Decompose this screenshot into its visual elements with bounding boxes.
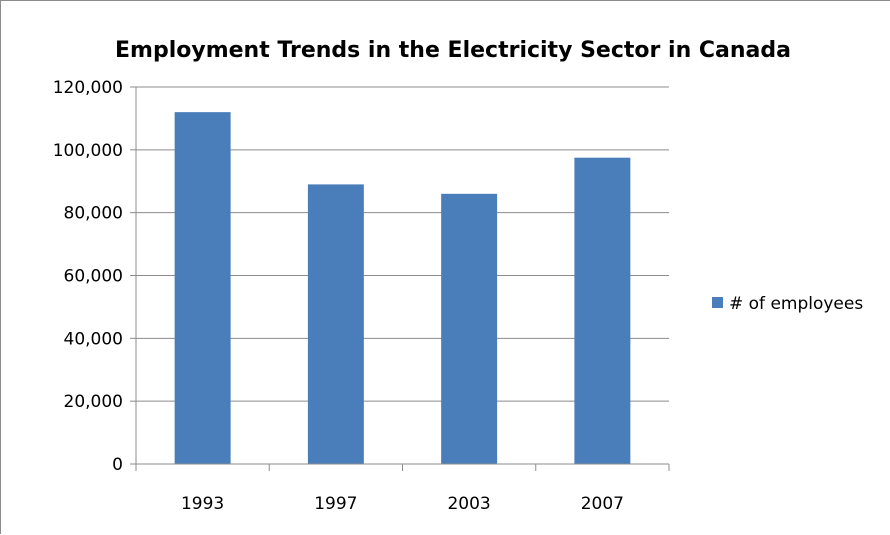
axes — [130, 86, 670, 471]
y-tick-label: 20,000 — [64, 392, 123, 412]
y-tick-labels: 0 20,000 40,000 60,000 80,000 100,000 120,000 — [53, 78, 123, 475]
y-tick-label: 80,000 — [64, 204, 123, 224]
y-tick-label: 100,000 — [53, 141, 123, 161]
x-tick-label: 1993 — [181, 494, 224, 514]
chart-title: Employment Trends in the Electricity Sec… — [115, 38, 791, 63]
bar-1997 — [307, 184, 364, 464]
bar-1993 — [174, 112, 231, 464]
y-tick-label: 40,000 — [64, 329, 123, 349]
legend-label: # of employees — [729, 294, 863, 314]
x-tick-label: 2007 — [581, 494, 624, 514]
bar-2007 — [574, 157, 631, 464]
bar-2003 — [441, 193, 498, 465]
bars — [174, 112, 631, 465]
x-tick-label: 2003 — [447, 494, 490, 514]
x-tick-labels: 1993 1997 2003 2007 — [181, 494, 624, 514]
y-tick-label: 60,000 — [64, 267, 123, 287]
y-tick-label: 0 — [112, 455, 123, 475]
y-tick-label: 120,000 — [53, 78, 123, 98]
legend: # of employees — [712, 294, 863, 314]
x-tick-label: 1997 — [314, 494, 357, 514]
legend-swatch — [712, 297, 723, 308]
